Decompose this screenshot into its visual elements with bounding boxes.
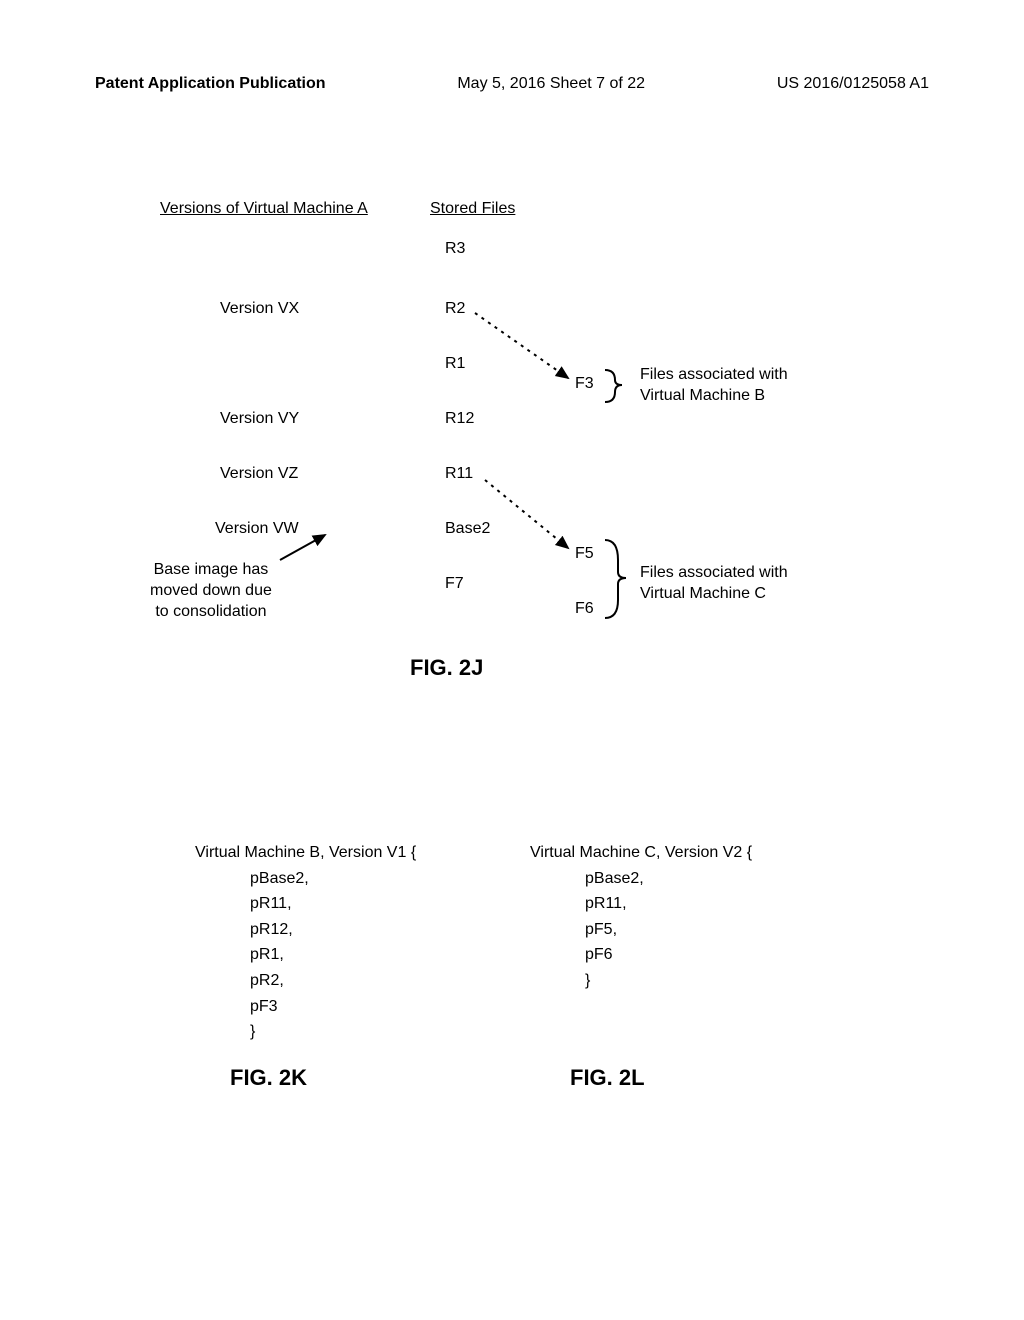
file-f7: F7 <box>445 575 464 593</box>
fig-2j-label: FIG. 2J <box>410 655 483 681</box>
fig2l-l1: pBase2, <box>530 866 752 892</box>
fig2l-l5: } <box>530 968 752 994</box>
file-r12: R12 <box>445 410 474 428</box>
version-vx: Version VX <box>220 300 299 318</box>
file-f3: F3 <box>575 375 594 393</box>
fig2l-l3: pF5, <box>530 917 752 943</box>
fig2l-l4: pF6 <box>530 942 752 968</box>
version-vz: Version VZ <box>220 465 298 483</box>
stored-files-header: Stored Files <box>430 200 515 218</box>
versions-header: Versions of Virtual Machine A <box>160 200 368 218</box>
file-f6: F6 <box>575 600 594 618</box>
header-left: Patent Application Publication <box>95 75 326 93</box>
file-r11: R11 <box>445 465 473 483</box>
fig-2k-label: FIG. 2K <box>230 1065 307 1091</box>
header-right: US 2016/0125058 A1 <box>777 75 929 93</box>
fig2k-l2: pR11, <box>195 891 416 917</box>
file-f5: F5 <box>575 545 594 563</box>
file-r2: R2 <box>445 300 465 318</box>
fig2k-l1: pBase2, <box>195 866 416 892</box>
file-r3: R3 <box>445 240 465 258</box>
annotation-base-moved: Base image has moved down due to consoli… <box>150 560 272 622</box>
fig2k-l4: pR1, <box>195 942 416 968</box>
fig-2j-arrows <box>0 200 1024 700</box>
version-vy: Version VY <box>220 410 299 428</box>
file-r1: R1 <box>445 355 465 373</box>
header-center: May 5, 2016 Sheet 7 of 22 <box>457 75 645 93</box>
fig2k-l7: } <box>195 1019 416 1045</box>
page-header: Patent Application Publication May 5, 20… <box>0 75 1024 93</box>
fig-2l-label: FIG. 2L <box>570 1065 645 1091</box>
fig2k-l6: pF3 <box>195 994 416 1020</box>
fig2k-l3: pR12, <box>195 917 416 943</box>
version-vw: Version VW <box>215 520 299 538</box>
fig2k-l5: pR2, <box>195 968 416 994</box>
fig2l-l2: pR11, <box>530 891 752 917</box>
fig2k-title: Virtual Machine B, Version V1 { <box>195 840 416 866</box>
fig2l-title: Virtual Machine C, Version V2 { <box>530 840 752 866</box>
annotation-files-c: Files associated with Virtual Machine C <box>640 563 788 605</box>
annotation-files-b: Files associated with Virtual Machine B <box>640 365 788 407</box>
file-base2: Base2 <box>445 520 490 538</box>
fig-2l-block: Virtual Machine C, Version V2 { pBase2, … <box>530 840 752 994</box>
fig-2k-block: Virtual Machine B, Version V1 { pBase2, … <box>195 840 416 1045</box>
